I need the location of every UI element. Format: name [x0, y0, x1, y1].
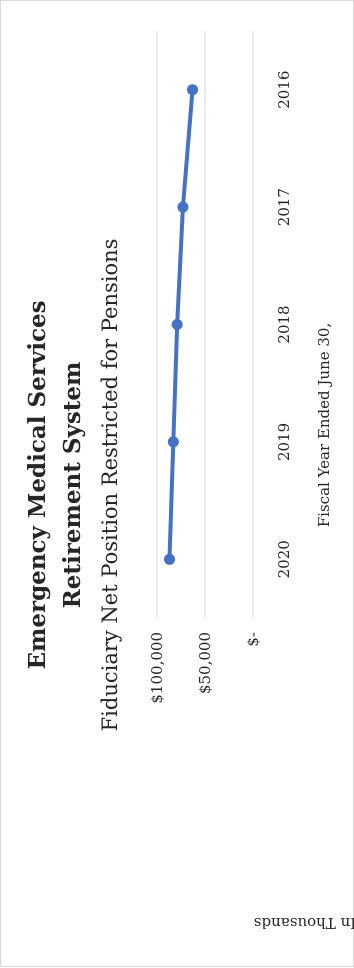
y-tick-label-0: $100,000 [148, 632, 166, 704]
x-tick-label-2017: 2017 [275, 188, 293, 226]
x-axis-title: Fiscal Year Ended June 30, [315, 323, 333, 527]
data-point-2017 [177, 201, 189, 213]
gridlines [156, 31, 254, 618]
x-tick-label-2019: 2019 [275, 423, 293, 461]
x-tick-label-2018: 2018 [275, 305, 293, 343]
x-tick-label-2016: 2016 [275, 71, 293, 109]
chart-title-line1: Emergency Medical Services [24, 300, 51, 669]
y-tick-labels: $100,000 $50,000 $- [148, 632, 262, 704]
x-tick-labels: 2020 2019 2018 2017 2016 [275, 71, 293, 579]
data-point-2016 [187, 84, 199, 96]
data-point-2019 [167, 436, 179, 448]
chart-title-line2: Retirement System [59, 362, 86, 609]
data-point-2018 [171, 319, 183, 330]
data-point-2020 [163, 553, 175, 565]
series-line-group [163, 84, 199, 565]
y-axis-title: In Thousands [254, 914, 354, 932]
x-tick-label-2020: 2020 [275, 540, 293, 578]
y-tick-label-1: $50,000 [196, 632, 214, 694]
chart-subtitle: Fiduciary Net Position Restricted for Pe… [98, 239, 122, 732]
y-tick-label-2: $- [244, 632, 262, 647]
